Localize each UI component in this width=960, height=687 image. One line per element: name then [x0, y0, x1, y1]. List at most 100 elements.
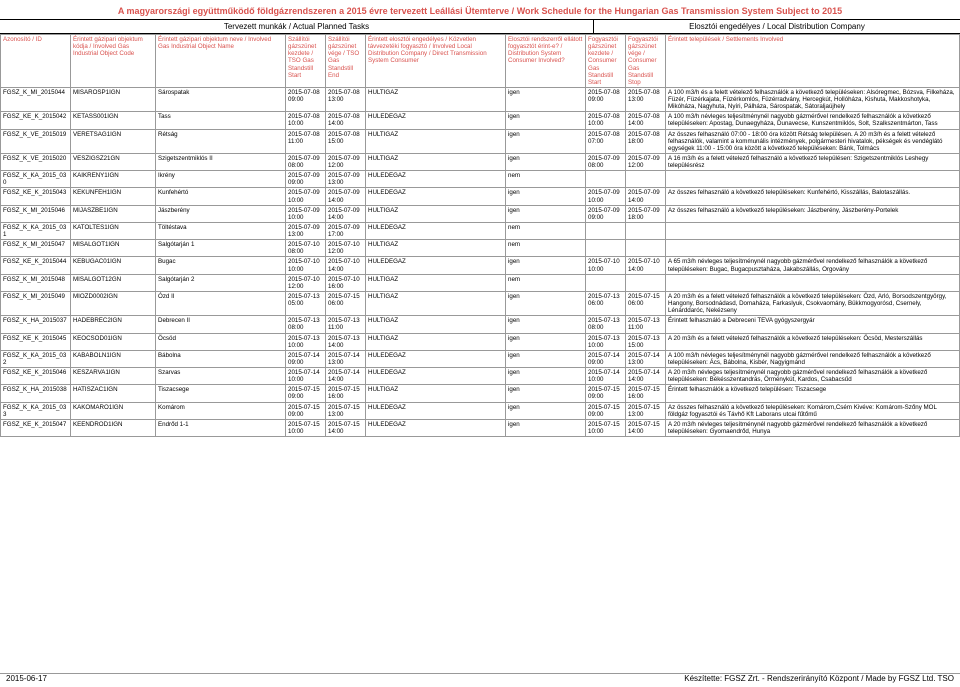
cell-id: FGSZ_K_HA_2015037 — [1, 316, 71, 333]
col-involved: Elosztói rendszerről ellátott fogyasztót… — [506, 35, 586, 88]
cell-id: FGSZ_K_VE_2015019 — [1, 129, 71, 153]
cell-tsoStart: 2015-07-10 12:00 — [286, 274, 326, 291]
cell-tsoStart: 2015-07-15 09:00 — [286, 385, 326, 402]
cell-name: Debrecen II — [156, 316, 286, 333]
table-row: FGSZ_KE_K_2015044KEBUGAC01IGNBugac2015-0… — [1, 257, 960, 274]
table-row: FGSZ_KE_K_2015042KETASS001IGNTass2015-07… — [1, 112, 960, 129]
cell-cgEnd: 2015-07-15 16:00 — [626, 385, 666, 402]
cell-id: FGSZ_K_KA_2015_030 — [1, 171, 71, 188]
cell-consumer: HULTIGAZ — [366, 87, 506, 111]
table-row: FGSZ_K_MI_2015044MISAROSP1IGNSárospatak2… — [1, 87, 960, 111]
cell-involved: igen — [506, 350, 586, 367]
cell-cgStart: 2015-07-08 09:00 — [586, 87, 626, 111]
cell-settlements: Az összes felhasználó a következő telepü… — [666, 402, 960, 419]
cell-involved: igen — [506, 87, 586, 111]
table-row: FGSZ_KE_K_2015047KEENDROD1IGNEndrőd 1-12… — [1, 419, 960, 436]
cell-tsoEnd: 2015-07-15 13:00 — [326, 402, 366, 419]
cell-code: KEBUGAC01IGN — [71, 257, 156, 274]
cell-cgStart: 2015-07-13 08:00 — [586, 316, 626, 333]
cell-tsoStart: 2015-07-14 10:00 — [286, 368, 326, 385]
cell-cgStart: 2015-07-13 10:00 — [586, 333, 626, 350]
cell-tsoStart: 2015-07-14 09:00 — [286, 350, 326, 367]
cell-cgStart: 2015-07-15 09:00 — [586, 402, 626, 419]
cell-settlements — [666, 171, 960, 188]
cell-name: Öcsöd — [156, 333, 286, 350]
cell-name: Salgótarján 2 — [156, 274, 286, 291]
subheader-row: Tervezett munkák / Actual Planned Tasks … — [0, 19, 960, 34]
cell-cgStart: 2015-07-08 10:00 — [586, 112, 626, 129]
cell-tsoStart: 2015-07-09 08:00 — [286, 153, 326, 170]
cell-name: Komárom — [156, 402, 286, 419]
cell-cgStart: 2015-07-08 07:00 — [586, 129, 626, 153]
cell-id: FGSZ_K_KA_2015_032 — [1, 350, 71, 367]
cell-id: FGSZ_K_MI_2015047 — [1, 240, 71, 257]
table-row: FGSZ_K_VE_2015019VERETSAG1IGNRétság 2015-… — [1, 129, 960, 153]
cell-involved: igen — [506, 188, 586, 205]
cell-tsoEnd: 2015-07-13 11:00 — [326, 316, 366, 333]
cell-tsoStart: 2015-07-09 10:00 — [286, 188, 326, 205]
cell-name: Tiszacsege — [156, 385, 286, 402]
col-name: Érintett gázipari objektum neve / Involv… — [156, 35, 286, 88]
cell-settlements: A 20 m3/h és a felett vételező felhaszná… — [666, 333, 960, 350]
cell-involved: igen — [506, 316, 586, 333]
cell-settlements: A 100 m3/h és a felett vételező felhaszn… — [666, 87, 960, 111]
cell-cgEnd — [626, 222, 666, 239]
cell-consumer: HULEDEGAZ — [366, 350, 506, 367]
cell-consumer: HULTIGAZ — [366, 129, 506, 153]
schedule-table: Azonosító / ID Érintett gázipari objektu… — [0, 34, 960, 437]
cell-tsoStart: 2015-07-08 10:00 — [286, 112, 326, 129]
cell-tsoEnd: 2015-07-10 14:00 — [326, 257, 366, 274]
cell-involved: igen — [506, 333, 586, 350]
cell-involved: igen — [506, 291, 586, 315]
cell-tsoStart: 2015-07-09 09:00 — [286, 171, 326, 188]
cell-cgEnd: 2015-07-13 15:00 — [626, 333, 666, 350]
footer-credit: Készítette: FGSZ Zrt. - Rendszerirányító… — [684, 674, 954, 683]
cell-tsoEnd: 2015-07-10 12:00 — [326, 240, 366, 257]
cell-consumer: HULEDEGAZ — [366, 257, 506, 274]
cell-settlements: Az összes felhasználó a következő telepü… — [666, 205, 960, 222]
cell-cgEnd: 2015-07-09 14:00 — [626, 188, 666, 205]
table-row: FGSZ_K_KA_2015_030KAIKRENY1IGNIkrény2015… — [1, 171, 960, 188]
cell-id: FGSZ_K_MI_2015044 — [1, 87, 71, 111]
table-row: FGSZ_K_KA_2015_032KABABOLN1IGNBábolna201… — [1, 350, 960, 367]
col-code: Érintett gázipari objektum kódja / Invol… — [71, 35, 156, 88]
cell-code: VERETSAG1IGN — [71, 129, 156, 153]
cell-tsoStart: 2015-07-13 08:00 — [286, 316, 326, 333]
cell-name: Sárospatak — [156, 87, 286, 111]
cell-code: KEKUNFEH1IGN — [71, 188, 156, 205]
cell-involved: igen — [506, 402, 586, 419]
cell-tsoEnd: 2015-07-14 14:00 — [326, 368, 366, 385]
cell-cgEnd: 2015-07-14 13:00 — [626, 350, 666, 367]
cell-id: FGSZ_K_VE_2015020 — [1, 153, 71, 170]
cell-id: FGSZ_KE_K_2015043 — [1, 188, 71, 205]
table-header-row: Azonosító / ID Érintett gázipari objektu… — [1, 35, 960, 88]
cell-cgEnd — [626, 171, 666, 188]
cell-id: FGSZ_K_MI_2015048 — [1, 274, 71, 291]
cell-code: MIJASZBE1IGN — [71, 205, 156, 222]
cell-name: Rétság — [156, 129, 286, 153]
col-cgend: Fogyasztói gázszünet vége / Consumer Gas… — [626, 35, 666, 88]
cell-involved: igen — [506, 257, 586, 274]
cell-tsoEnd: 2015-07-15 06:00 — [326, 291, 366, 315]
cell-cgEnd — [626, 274, 666, 291]
cell-tsoStart: 2015-07-15 10:00 — [286, 419, 326, 436]
cell-settlements: Érintett felhasználók a következő telepü… — [666, 385, 960, 402]
cell-code: KATOLTES1IGN — [71, 222, 156, 239]
cell-settlements: A 100 m3/h névleges teljesítménynél nagy… — [666, 112, 960, 129]
col-settlements: Érintett települések / Settlements Invol… — [666, 35, 960, 88]
cell-tsoStart: 2015-07-10 10:00 — [286, 257, 326, 274]
cell-name: Kunfehértó — [156, 188, 286, 205]
cell-consumer: HULTIGAZ — [366, 316, 506, 333]
footer: 2015-06-17 Készítette: FGSZ Zrt. - Rends… — [0, 673, 960, 683]
cell-consumer: HULTIGAZ — [366, 385, 506, 402]
cell-consumer: HULTIGAZ — [366, 205, 506, 222]
cell-settlements: A 65 m3/h névleges teljesítménynél nagyo… — [666, 257, 960, 274]
cell-involved: igen — [506, 385, 586, 402]
cell-cgEnd: 2015-07-10 14:00 — [626, 257, 666, 274]
cell-involved: nem — [506, 274, 586, 291]
cell-id: FGSZ_K_HA_2015038 — [1, 385, 71, 402]
footer-date: 2015-06-17 — [6, 674, 47, 683]
cell-settlements: A 20 m3/h névleges teljesítménynél nagyo… — [666, 419, 960, 436]
cell-tsoEnd: 2015-07-14 13:00 — [326, 350, 366, 367]
cell-name: Endrőd 1-1 — [156, 419, 286, 436]
